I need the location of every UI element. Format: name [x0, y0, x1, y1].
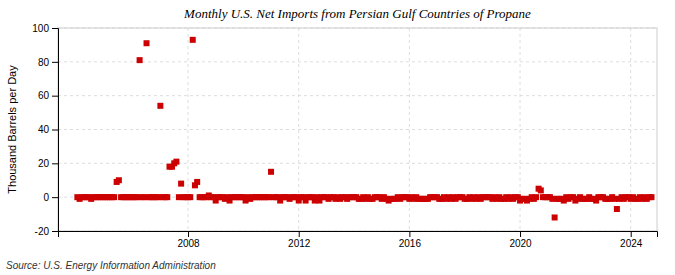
- tick: -20: [35, 226, 58, 237]
- point: [187, 194, 193, 200]
- tick-mark: [52, 28, 58, 29]
- point: [116, 177, 122, 183]
- tick-mark: [52, 62, 58, 63]
- point: [137, 57, 143, 63]
- grid-line: [58, 163, 657, 164]
- tick-mark: [188, 231, 189, 237]
- point: [268, 169, 274, 175]
- point: [157, 103, 163, 109]
- grid-line: [58, 61, 657, 62]
- point: [648, 194, 654, 200]
- tick-mark: [299, 231, 300, 237]
- point: [173, 159, 179, 165]
- tick-mark: [52, 197, 58, 198]
- tick-mark: [52, 130, 58, 131]
- y-axis-title: Thousand Barrels per Day: [6, 65, 18, 194]
- tick: 80: [38, 57, 58, 68]
- tick-mark: [52, 163, 58, 164]
- tick: 0: [43, 192, 58, 203]
- point: [194, 179, 200, 185]
- point: [111, 194, 117, 200]
- tick-label: 40: [38, 124, 50, 135]
- chart: 2008 2012 2016 2020 2024 -20 0 20 40 60 80 100 Month…: [0, 0, 675, 275]
- tick-mark: [631, 231, 632, 237]
- tick-label: 0: [43, 192, 49, 203]
- point: [164, 194, 170, 200]
- point: [190, 37, 196, 43]
- tick-label: 20: [38, 158, 50, 169]
- tick-label: 2020: [509, 238, 532, 249]
- tick-label: 100: [32, 23, 49, 34]
- points: [74, 37, 654, 221]
- grid-line: [188, 28, 189, 231]
- plot-area: 2008 2012 2016 2020 2024 -20 0 20 40 60 80 100: [32, 23, 657, 249]
- axis-line: [59, 232, 658, 238]
- tick-mark: [52, 231, 58, 232]
- grid-line: [58, 129, 657, 130]
- tick: 2020: [509, 231, 532, 249]
- tick: 2008: [177, 231, 200, 249]
- tick: 2024: [620, 231, 643, 249]
- y-axis: -20 0 20 40 60 80 100: [32, 23, 58, 237]
- grid: [58, 28, 657, 231]
- source-note: Source: U.S. Energy Information Administ…: [6, 260, 216, 271]
- tick: 60: [38, 90, 58, 101]
- tick: 2016: [399, 231, 422, 249]
- point: [144, 40, 150, 46]
- plot-frame: [58, 28, 657, 231]
- tick-mark: [52, 96, 58, 97]
- x-axis: 2008 2012 2016 2020 2024: [59, 231, 658, 249]
- tick-label: -20: [35, 226, 50, 237]
- tick-label: 60: [38, 90, 50, 101]
- tick-label: 2024: [620, 238, 643, 249]
- tick-label: 2016: [399, 238, 422, 249]
- tick: 100: [32, 23, 58, 34]
- tick-label: 2012: [288, 238, 311, 249]
- tick-label: 80: [38, 57, 50, 68]
- point: [614, 206, 620, 212]
- tick-label: 2008: [177, 238, 200, 249]
- tick-mark: [520, 231, 521, 237]
- grid-line: [58, 95, 657, 96]
- point: [552, 214, 558, 220]
- tick: 2012: [288, 231, 311, 249]
- point: [178, 181, 184, 187]
- point: [533, 194, 539, 200]
- title: Monthly U.S. Net Imports from Persian Gu…: [183, 6, 531, 21]
- point: [538, 187, 544, 193]
- tick: 40: [38, 124, 58, 135]
- tick-mark: [409, 231, 410, 237]
- tick: 20: [38, 158, 58, 169]
- axis-line: [52, 29, 59, 232]
